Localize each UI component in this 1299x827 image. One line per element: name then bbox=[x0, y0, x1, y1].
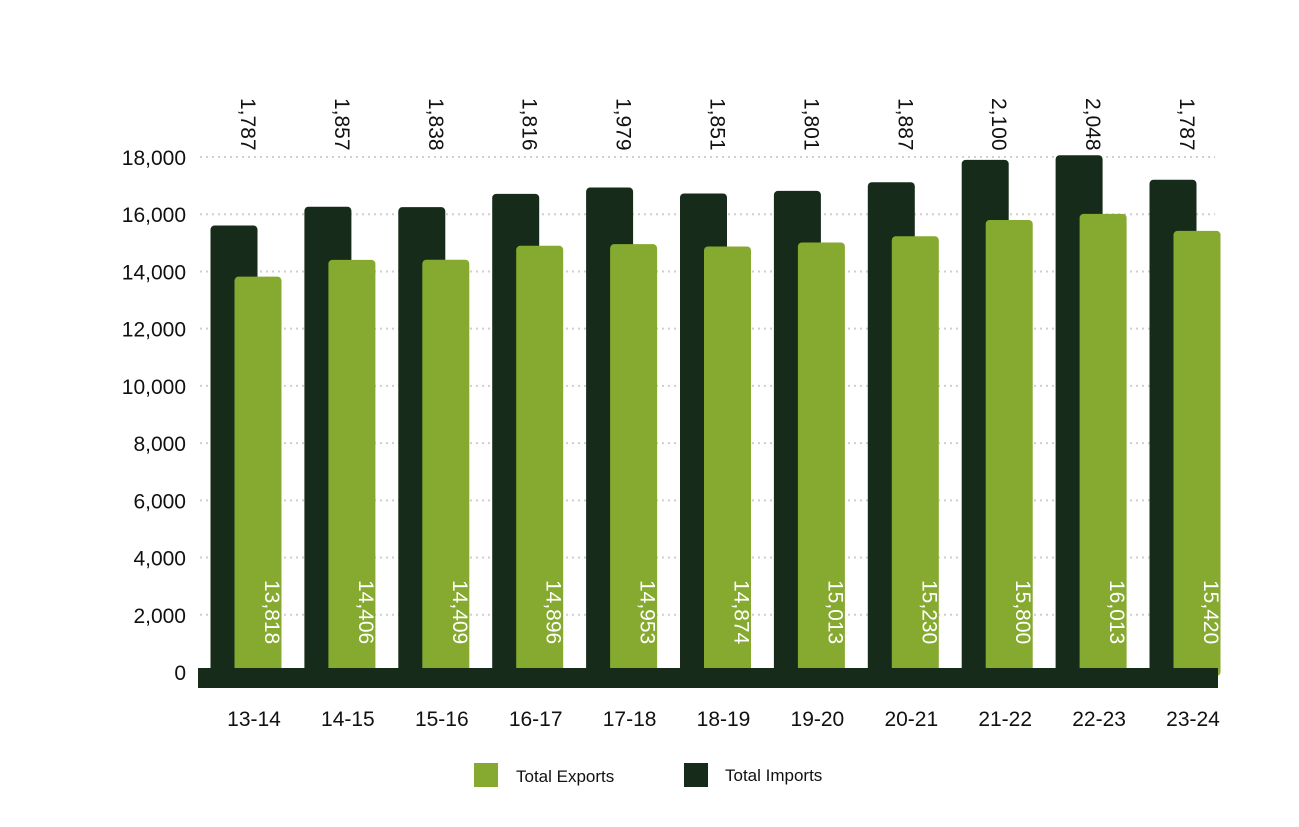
exports-value-label: 15,230 bbox=[917, 580, 940, 644]
exports-value-label: 14,409 bbox=[448, 580, 471, 644]
imports-value-label: 1,787 bbox=[236, 98, 259, 151]
imports-value-label: 1,816 bbox=[518, 98, 541, 151]
legend-swatch-exports bbox=[474, 763, 498, 787]
data-labels: 1,787 13,818 1,857 14,406 1,838 14,409 1,816 14… bbox=[236, 98, 1222, 645]
y-tick-label: 8,000 bbox=[133, 433, 186, 456]
x-category-label: 23-24 bbox=[1166, 708, 1220, 731]
x-category-label: 21-22 bbox=[978, 708, 1032, 731]
y-tick-label: 14,000 bbox=[122, 261, 186, 284]
y-tick-label: 4,000 bbox=[133, 548, 186, 571]
y-tick-label: 6,000 bbox=[133, 490, 186, 513]
imports-value-label: 1,787 bbox=[1175, 98, 1198, 151]
y-axis-ticks: 0 2,000 4,000 6,000 8,000 10,000 12,000 14,000 1… bbox=[122, 147, 186, 685]
exports-value-label: 15,013 bbox=[823, 580, 846, 644]
legend-label-exports: Total Exports bbox=[516, 767, 614, 786]
bar-exports bbox=[328, 259, 376, 676]
bar-exports bbox=[704, 246, 751, 676]
imports-value-label: 1,887 bbox=[893, 98, 916, 151]
bar-exports bbox=[1173, 230, 1221, 677]
x-category-label: 19-20 bbox=[791, 708, 845, 731]
x-category-label: 14-15 bbox=[321, 708, 375, 731]
y-tick-label: 16,000 bbox=[122, 204, 186, 227]
imports-value-label: 1,838 bbox=[424, 98, 447, 151]
y-tick-label: 2,000 bbox=[133, 605, 186, 628]
x-category-label: 16-17 bbox=[509, 708, 563, 731]
legend-label-imports: Total Imports bbox=[725, 766, 822, 785]
imports-value-label: 2,048 bbox=[1081, 98, 1104, 151]
y-tick-label: 12,000 bbox=[122, 319, 186, 342]
x-category-label: 17-18 bbox=[603, 708, 657, 731]
exports-value-label: 16,013 bbox=[1105, 580, 1128, 644]
y-tick-label: 18,000 bbox=[122, 147, 186, 170]
exports-value-label: 14,896 bbox=[542, 580, 565, 644]
bar-exports bbox=[234, 276, 282, 676]
exports-value-label: 15,420 bbox=[1199, 580, 1222, 644]
x-axis-baseline bbox=[198, 668, 1218, 688]
exports-value-label: 14,406 bbox=[354, 580, 377, 644]
exports-value-label: 13,818 bbox=[260, 580, 283, 644]
x-category-label: 13-14 bbox=[227, 708, 281, 731]
x-category-label: 20-21 bbox=[884, 708, 938, 731]
x-category-label: 18-19 bbox=[697, 708, 751, 731]
imports-value-label: 1,857 bbox=[330, 98, 353, 151]
imports-value-label: 1,979 bbox=[612, 98, 635, 151]
x-axis-categories: 13-14 14-15 15-16 16-17 17-18 18-19 19-20 20-21… bbox=[227, 708, 1220, 731]
x-category-label: 15-16 bbox=[415, 708, 469, 731]
exports-value-label: 15,800 bbox=[1011, 580, 1034, 644]
legend: Total Exports Total Imports bbox=[474, 763, 822, 787]
x-category-label: 22-23 bbox=[1072, 708, 1126, 731]
imports-value-label: 1,801 bbox=[799, 98, 822, 151]
imports-value-label: 2,100 bbox=[987, 98, 1010, 151]
bar-exports bbox=[797, 242, 845, 676]
bar-exports bbox=[985, 219, 1033, 676]
bar-exports bbox=[1079, 213, 1127, 676]
bar-exports bbox=[422, 259, 470, 676]
imports-value-label: 1,851 bbox=[706, 98, 729, 151]
bar-exports bbox=[610, 244, 658, 677]
exports-value-label: 14,953 bbox=[636, 580, 659, 644]
exports-value-label: 14,874 bbox=[730, 580, 753, 645]
bar-exports bbox=[516, 245, 564, 676]
legend-swatch-imports bbox=[684, 763, 708, 787]
bar-exports bbox=[891, 236, 939, 676]
bars bbox=[210, 155, 1221, 677]
y-tick-label: 10,000 bbox=[122, 376, 186, 399]
y-tick-label: 0 bbox=[174, 662, 186, 685]
